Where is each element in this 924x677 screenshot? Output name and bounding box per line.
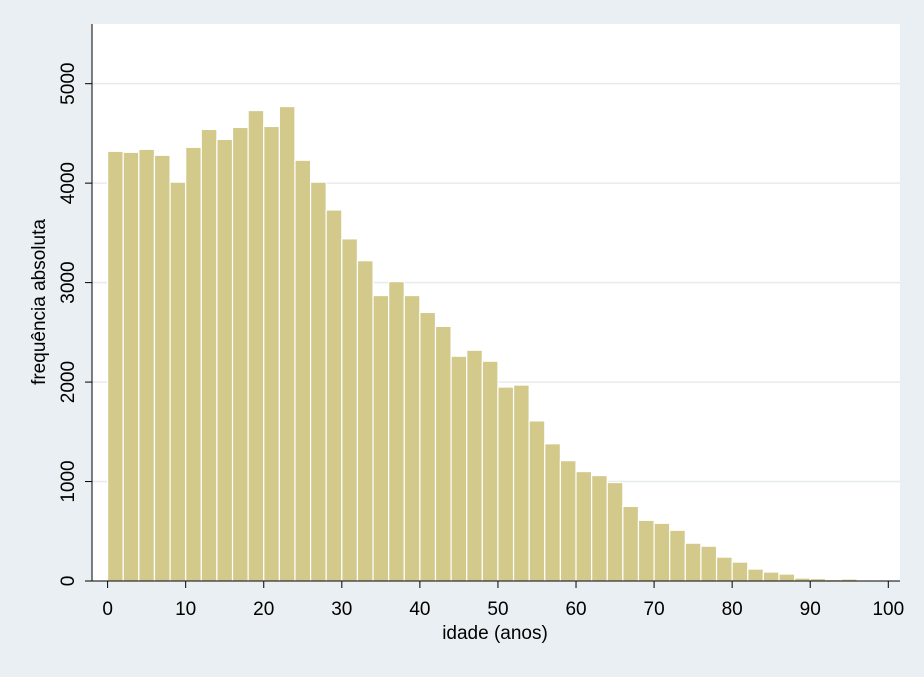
bar-32 [606,481,624,582]
x-tick-label-40: 40 [409,599,430,620]
bar-30 [575,470,593,582]
bar-12 [294,159,312,582]
bar-3 [153,154,171,582]
bar-13 [309,181,327,582]
y-tick-label-2000: 2000 [58,361,79,403]
bar-4 [169,181,187,582]
bar-7 [216,138,234,582]
bar-35 [653,522,671,582]
bar-29 [559,460,577,582]
bar-31 [591,474,608,582]
y-tick-label-3000: 3000 [58,261,79,303]
bar-20 [419,311,437,582]
bar-25 [497,386,515,582]
bar-43 [778,573,796,582]
x-tick-label-10: 10 [175,599,196,620]
y-tick-label-0: 0 [58,576,79,587]
bar-0 [107,150,124,582]
bar-22 [450,355,468,582]
bar-14 [325,209,343,582]
x-axis-label: idade (anos) [442,623,548,644]
bar-24 [481,360,499,582]
bar-8 [231,126,249,582]
x-tick-label-100: 100 [872,599,904,620]
x-tick-label-90: 90 [800,599,821,620]
x-tick-label-60: 60 [565,599,586,620]
y-tick-label-1000: 1000 [58,460,79,502]
bar-5 [185,146,202,582]
x-tick-label-30: 30 [331,599,352,620]
x-tick-label-20: 20 [253,599,274,620]
bar-23 [466,349,483,582]
bar-10 [263,125,280,582]
y-axis-label: frequência absoluta [29,219,50,385]
bar-6 [200,128,218,582]
bar-15 [341,238,359,582]
bar-40 [731,561,749,582]
bar-28 [544,443,562,582]
bar-39 [715,556,733,582]
bar-27 [528,420,546,582]
y-tick-label-5000: 5000 [58,63,79,105]
bar-41 [747,568,764,582]
bar-37 [684,542,702,582]
bar-9 [247,109,265,582]
x-tick-label-70: 70 [644,599,665,620]
bar-42 [762,571,780,582]
x-tick-label-0: 0 [102,599,113,620]
ticks: 0 10 20 30 40 50 60 70 80 90 100010002000300040005… [58,63,904,620]
bar-38 [700,545,718,582]
bar-33 [622,505,640,582]
bar-34 [637,519,655,582]
bar-36 [669,529,686,582]
bar-19 [403,294,421,582]
bar-16 [356,260,374,582]
bar-26 [512,384,530,582]
x-tick-label-50: 50 [487,599,508,620]
bar-1 [122,151,140,582]
bar-21 [434,325,452,582]
bar-2 [138,148,156,582]
bar-18 [388,281,405,582]
y-tick-label-4000: 4000 [58,162,79,204]
bar-17 [372,294,390,582]
x-tick-label-80: 80 [722,599,743,620]
bar-11 [278,105,296,582]
axes [91,24,900,582]
